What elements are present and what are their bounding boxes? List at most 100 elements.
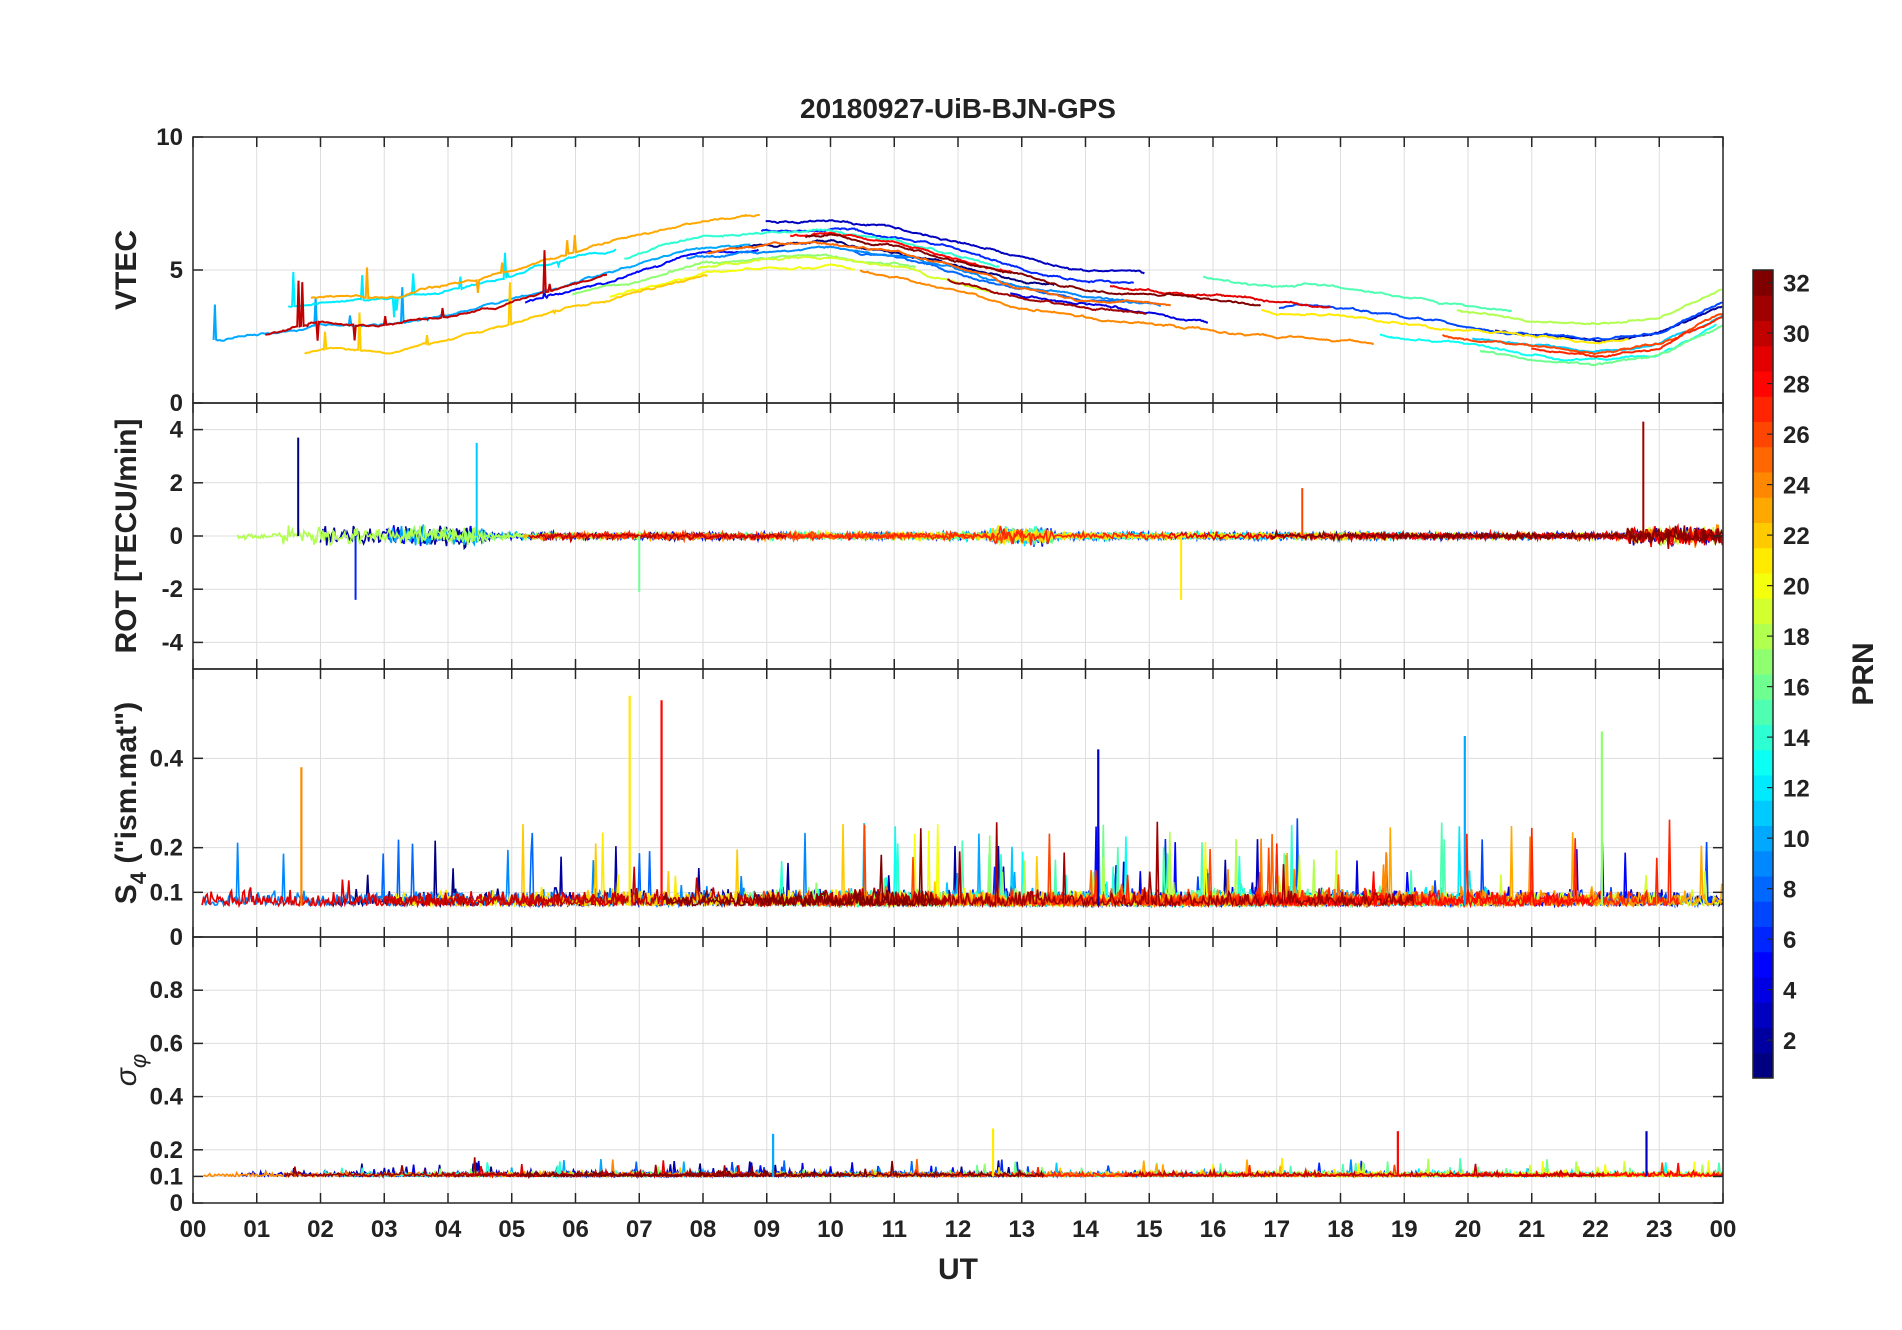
panel-sigma_phi: 00.10.2 0.4 0.6 0.8 σφ xyxy=(110,936,1724,1217)
colorbar-segment xyxy=(1753,295,1773,321)
y-tick-label: 0.4 xyxy=(150,1084,184,1111)
colorbar-segment xyxy=(1753,825,1773,852)
x-tick-label: 21 xyxy=(1518,1216,1545,1243)
series-prn-3 xyxy=(765,219,1145,275)
colorbar-tick-label: 8 xyxy=(1783,877,1796,904)
colorbar-segment xyxy=(1753,1052,1773,1079)
colorbar-frame xyxy=(1752,269,1774,1079)
y-tick-label: 0.8 xyxy=(150,977,183,1004)
y-tick-label: 0 xyxy=(170,1190,183,1217)
colorbar-segment xyxy=(1753,345,1773,372)
colorbar-segment xyxy=(1753,396,1773,422)
y-tick-label: -2 xyxy=(162,576,183,603)
y-tick-label: -4 xyxy=(162,629,184,656)
series-prn-12 xyxy=(287,248,617,318)
y-tick-label: 2 xyxy=(170,470,183,497)
series-prn-26 xyxy=(1441,313,1723,356)
colorbar-tick-label: 4 xyxy=(1783,978,1797,1005)
x-tick-label: 00 xyxy=(180,1216,207,1243)
series-prn-27 xyxy=(1531,315,1723,358)
panel-s4: 0 0.1 0.2 0.4S4 ("ism.mat") xyxy=(110,668,1724,951)
colorbar-tick-label: 10 xyxy=(1783,826,1810,853)
colorbar-segment xyxy=(1753,472,1773,498)
colorbar-segment xyxy=(1753,1027,1773,1054)
colorbar-segment xyxy=(1753,497,1773,523)
y-tick-label: 0 xyxy=(170,390,183,417)
x-tick-label: 22 xyxy=(1582,1216,1609,1243)
colorbar-tick-label: 24 xyxy=(1783,473,1810,500)
series-prn-11 xyxy=(1472,314,1723,354)
y-tick-label: 5 xyxy=(170,257,183,284)
series-prn-24 xyxy=(859,269,1375,345)
colorbar-tick-label: 30 xyxy=(1783,321,1810,348)
x-tick-label: 17 xyxy=(1263,1216,1290,1243)
colorbar-tick-label: 22 xyxy=(1783,523,1810,550)
panel-rot: -4 -2 0 2 4 ROT [TECU/min] xyxy=(110,402,1724,670)
x-tick-label: 16 xyxy=(1200,1216,1227,1243)
series-prn-30 xyxy=(528,531,787,544)
y-tick-label: 0 xyxy=(170,924,183,951)
y-axis-label-s4: S4 ("ism.mat") xyxy=(110,702,151,904)
colorbar-segment xyxy=(1753,926,1773,953)
colorbar-tick-label: 16 xyxy=(1783,675,1810,702)
traces-vtec xyxy=(212,213,1723,367)
colorbar-tick-label: 26 xyxy=(1783,422,1810,449)
colorbar-segment xyxy=(1753,876,1773,902)
series-prn-19 xyxy=(697,255,995,294)
series-prn-21 xyxy=(1261,308,1629,345)
y-tick-label: 0.1 xyxy=(150,879,183,906)
y-tick-label: 0.2 xyxy=(150,1137,183,1164)
x-tick-label: 03 xyxy=(371,1216,398,1243)
x-tick-label: 01 xyxy=(243,1216,270,1243)
x-tick-label: 00 xyxy=(1710,1216,1737,1243)
series-prn-18 xyxy=(1456,288,1723,326)
colorbar-segment xyxy=(1753,573,1773,599)
series-prn-25 xyxy=(706,240,1172,307)
series-prn-32 xyxy=(659,828,935,908)
colorbar-tick-label: 32 xyxy=(1783,271,1810,298)
x-tick-label: 02 xyxy=(307,1216,334,1243)
colorbar-segment xyxy=(1753,598,1773,624)
colorbar-tick-label: 18 xyxy=(1783,624,1810,651)
colorbar-tick-label: 28 xyxy=(1783,372,1810,399)
series-prn-32 xyxy=(804,233,1262,307)
y-axis-label-rot: ROT [TECU/min] xyxy=(110,419,143,654)
colorbar-segment xyxy=(1753,1002,1773,1028)
traces-s4 xyxy=(201,695,1723,909)
x-tick-label: 10 xyxy=(817,1216,844,1243)
series-prn-32 xyxy=(1270,525,1723,546)
x-tick-label: 13 xyxy=(1008,1216,1035,1243)
series-prn-10 xyxy=(212,243,751,342)
colorbar-segment xyxy=(1753,951,1773,978)
colorbar-tick-label: 12 xyxy=(1783,776,1810,803)
colorbar-segment xyxy=(1753,775,1773,801)
y-tick-label: 0.6 xyxy=(150,1030,183,1057)
series-prn-27 xyxy=(541,525,1173,546)
colorbar-segment xyxy=(1753,320,1773,347)
series-prn-9 xyxy=(686,245,1161,307)
y-tick-label: 0.2 xyxy=(150,835,183,862)
x-tick-label: 11 xyxy=(882,1216,907,1243)
series-prn-29 xyxy=(201,879,637,909)
colorbar-segment xyxy=(1753,648,1773,675)
x-tick-label: 15 xyxy=(1136,1216,1163,1243)
series-prn-22 xyxy=(304,274,708,355)
series-prn-27 xyxy=(881,1164,1345,1179)
x-tick-label: 08 xyxy=(690,1216,717,1243)
colorbar-segment xyxy=(1753,421,1773,448)
colorbar-segment xyxy=(1753,270,1773,296)
y-tick-label: 10 xyxy=(156,124,183,151)
colorbar-segment xyxy=(1753,901,1773,927)
x-tick-label: 09 xyxy=(753,1216,780,1243)
x-tick-label: 20 xyxy=(1455,1216,1482,1243)
colorbar-segment xyxy=(1753,977,1773,1003)
series-prn-14 xyxy=(624,228,1000,268)
series-prn-16 xyxy=(1479,324,1723,367)
x-tick-label: 06 xyxy=(562,1216,589,1243)
series-prn-31 xyxy=(754,821,1415,909)
series-prn-32 xyxy=(519,1160,1045,1180)
